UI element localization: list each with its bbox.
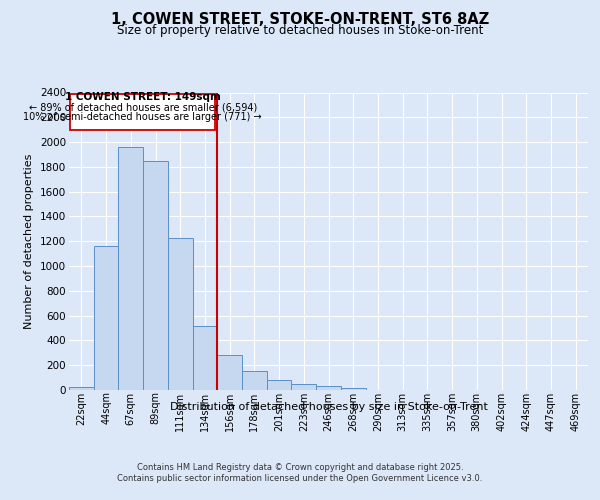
- Text: Contains public sector information licensed under the Open Government Licence v3: Contains public sector information licen…: [118, 474, 482, 483]
- Text: ← 89% of detached houses are smaller (6,594): ← 89% of detached houses are smaller (6,…: [29, 102, 257, 113]
- Text: 1 COWEN STREET: 149sqm: 1 COWEN STREET: 149sqm: [65, 92, 221, 102]
- Bar: [168, 238, 193, 390]
- Bar: [267, 380, 292, 390]
- Bar: [292, 384, 316, 390]
- Bar: [316, 386, 341, 390]
- Bar: [118, 147, 143, 390]
- Bar: [94, 246, 118, 390]
- Text: Distribution of detached houses by size in Stoke-on-Trent: Distribution of detached houses by size …: [170, 402, 488, 412]
- Y-axis label: Number of detached properties: Number of detached properties: [25, 154, 34, 329]
- FancyBboxPatch shape: [70, 94, 215, 130]
- Text: 1, COWEN STREET, STOKE-ON-TRENT, ST6 8AZ: 1, COWEN STREET, STOKE-ON-TRENT, ST6 8AZ: [111, 12, 489, 28]
- Bar: [217, 356, 242, 390]
- Text: 10% of semi-detached houses are larger (771) →: 10% of semi-detached houses are larger (…: [23, 112, 262, 122]
- Bar: [143, 160, 168, 390]
- Bar: [193, 326, 217, 390]
- Bar: [69, 387, 94, 390]
- Text: Contains HM Land Registry data © Crown copyright and database right 2025.: Contains HM Land Registry data © Crown c…: [137, 462, 463, 471]
- Bar: [341, 388, 365, 390]
- Text: Size of property relative to detached houses in Stoke-on-Trent: Size of property relative to detached ho…: [117, 24, 483, 37]
- Bar: [242, 371, 267, 390]
